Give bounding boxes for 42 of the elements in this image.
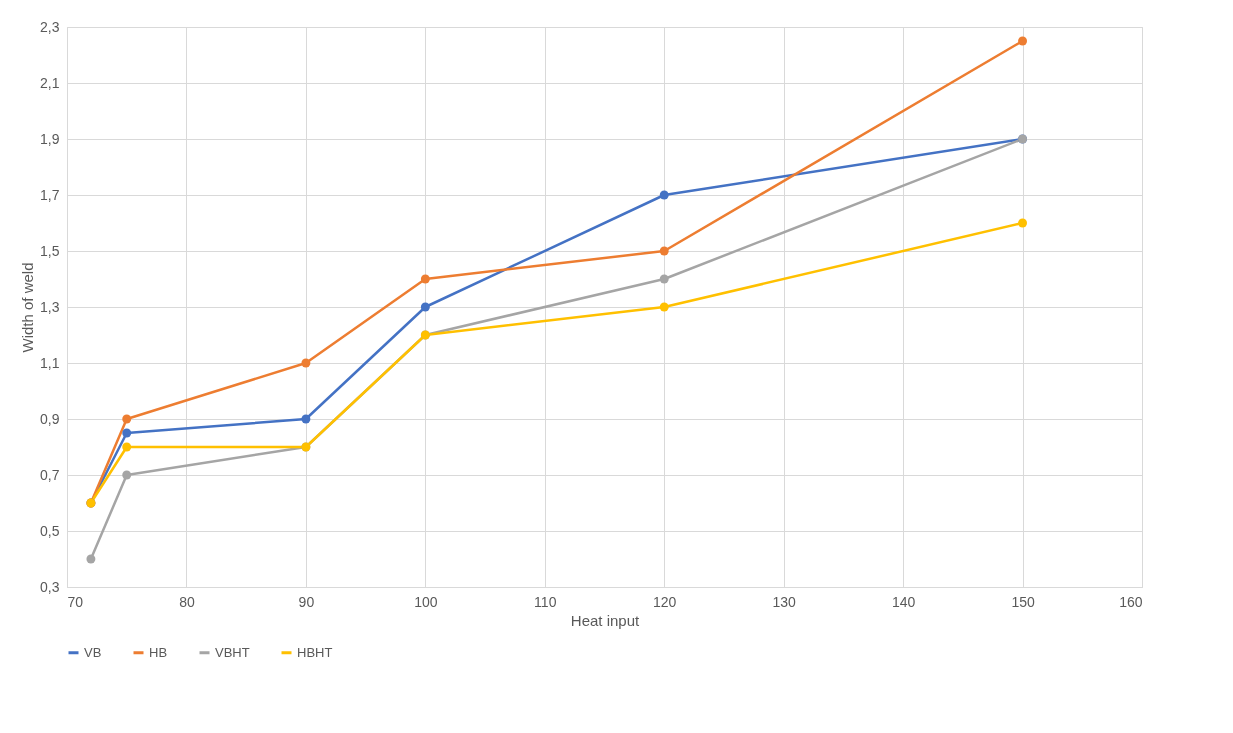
y-axis-title: Width of weld (19, 262, 37, 353)
y-tick-label: 1,1 (40, 354, 60, 371)
y-tick-label: 0,5 (40, 522, 60, 539)
legend-label: HBHT (297, 644, 333, 660)
point (86, 554, 96, 564)
legend-label: VB (84, 644, 102, 660)
legend-label: VBHT (215, 644, 250, 660)
x-tick-label: 130 (772, 593, 797, 610)
x-tick-label: 110 (534, 593, 557, 610)
point (420, 302, 430, 312)
x-tick-label: 120 (653, 593, 677, 610)
point (122, 442, 132, 452)
point (659, 274, 669, 284)
point (122, 470, 132, 480)
x-axis-title: Heat input (570, 611, 641, 629)
y-tick-label: 2,3 (40, 18, 60, 35)
y-tick-label: 0,3 (40, 578, 60, 595)
y-tick-label: 1,5 (40, 242, 60, 259)
point (1018, 36, 1028, 46)
y-tick-label: 0,7 (40, 466, 60, 483)
y-tick-label: 2,1 (40, 74, 60, 91)
point (301, 414, 311, 424)
point (420, 274, 430, 284)
point (122, 414, 132, 424)
x-tick-label: 100 (414, 593, 438, 610)
x-tick-label: 140 (891, 593, 916, 610)
legend-label: HB (149, 644, 168, 660)
point (122, 428, 132, 438)
point (659, 190, 669, 200)
x-tick-label: 70 (67, 593, 84, 610)
point (1018, 218, 1028, 228)
y-tick-label: 1,3 (40, 298, 60, 315)
point (659, 246, 669, 256)
x-tick-label: 160 (1119, 593, 1143, 610)
x-tick-label: 90 (298, 593, 315, 610)
y-tick-label: 1,7 (40, 186, 60, 203)
y-tick-label: 1,9 (40, 130, 60, 147)
x-tick-label: 80 (179, 593, 195, 610)
x-tick-label: 150 (1011, 593, 1035, 610)
y-tick-label: 0,9 (40, 410, 60, 427)
point (659, 302, 669, 312)
point (301, 358, 311, 368)
